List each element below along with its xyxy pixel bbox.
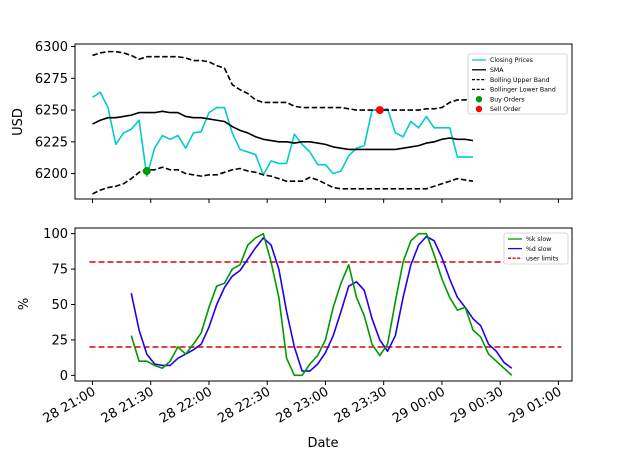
bollinger-upper-band-legend-label: Bolling Upper Band bbox=[490, 77, 550, 84]
price-panel-frame bbox=[74, 43, 573, 200]
buy-order-marker bbox=[142, 167, 151, 176]
bollinger-lower-band-line bbox=[92, 166, 474, 195]
buy-orders-legend-marker bbox=[475, 96, 483, 103]
stochastic-x-tick-label: 29 00:30 bbox=[448, 384, 506, 426]
stochastic-x-ticks: 28 21:00 28 21:30 28 22:00 28 22:30 28 23:00… bbox=[41, 381, 565, 427]
sell-order-legend-label: Sell Order bbox=[490, 106, 521, 113]
stochastic-x-tick-label: 28 23:30 bbox=[332, 384, 390, 426]
stochastic-x-tick-label: 28 23:00 bbox=[274, 384, 332, 426]
user-limits-legend-label: user limits bbox=[526, 255, 558, 262]
bollinger-upper-band-line bbox=[92, 50, 474, 111]
price-panel: 6200 6225 6250 6275 6300 USD Closing Prices S… bbox=[11, 40, 573, 203]
price-y-tick-label: 6300 bbox=[35, 40, 68, 55]
stochastic-x-tick-label: 29 00:00 bbox=[390, 384, 448, 426]
price-x-ticks bbox=[91, 199, 559, 203]
stochastic-legend-box bbox=[503, 232, 569, 265]
stochastic-panel: 0 25 50 75 100 28 21:00 28 21:30 28 22:00 28 22… bbox=[17, 227, 573, 451]
stochastic-y-tick-label: 25 bbox=[51, 333, 68, 348]
d-slow-line bbox=[130, 235, 513, 372]
sell-order-marker bbox=[375, 106, 384, 115]
price-y-tick-label: 6225 bbox=[35, 135, 68, 150]
stochastic-y-ticks: 0 25 50 75 100 bbox=[43, 227, 75, 384]
stochastic-legend: %k slow %d slow user limits bbox=[503, 232, 569, 265]
stochastic-x-tick-label: 28 22:30 bbox=[215, 384, 273, 426]
stochastic-y-tick-label: 50 bbox=[51, 298, 68, 313]
k-slow-legend-label: %k slow bbox=[526, 236, 551, 243]
stochastic-x-tick-label: 28 21:00 bbox=[41, 384, 99, 426]
stochastic-x-tick-label: 29 01:00 bbox=[507, 384, 565, 426]
price-y-ticks: 6200 6225 6250 6275 6300 bbox=[35, 40, 75, 182]
closing-prices-line bbox=[92, 91, 473, 177]
price-legend: Closing Prices SMA Bolling Upper Band Bolli… bbox=[467, 53, 568, 115]
stochastic-series bbox=[89, 232, 562, 377]
stochastic-y-axis-label: % bbox=[17, 298, 32, 310]
stochastic-x-tick-label: 28 21:30 bbox=[99, 384, 157, 426]
price-legend-box bbox=[467, 53, 568, 115]
stochastic-y-tick-label: 0 bbox=[60, 369, 68, 384]
price-series bbox=[92, 50, 474, 195]
bollinger-lower-band-legend-label: Bollinger Lower Band bbox=[490, 87, 556, 94]
d-slow-legend-label: %d slow bbox=[526, 246, 552, 253]
sell-order-legend-marker bbox=[475, 105, 483, 113]
stochastic-x-tick-label: 28 22:00 bbox=[157, 384, 215, 426]
x-axis-label: Date bbox=[307, 436, 338, 451]
price-y-tick-label: 6275 bbox=[35, 72, 68, 87]
price-y-axis-label: USD bbox=[11, 108, 26, 136]
k-slow-line bbox=[130, 232, 513, 377]
sma-legend-label: SMA bbox=[490, 67, 504, 74]
stochastic-y-tick-label: 100 bbox=[43, 227, 68, 242]
sma-line bbox=[92, 110, 474, 151]
stochastic-y-tick-label: 75 bbox=[51, 263, 68, 278]
closing-prices-legend-label: Closing Prices bbox=[490, 57, 533, 64]
price-y-tick-label: 6200 bbox=[35, 167, 68, 182]
buy-orders-legend-label: Buy Orders bbox=[490, 96, 525, 103]
order-markers bbox=[142, 106, 384, 176]
price-y-tick-label: 6250 bbox=[35, 104, 68, 119]
